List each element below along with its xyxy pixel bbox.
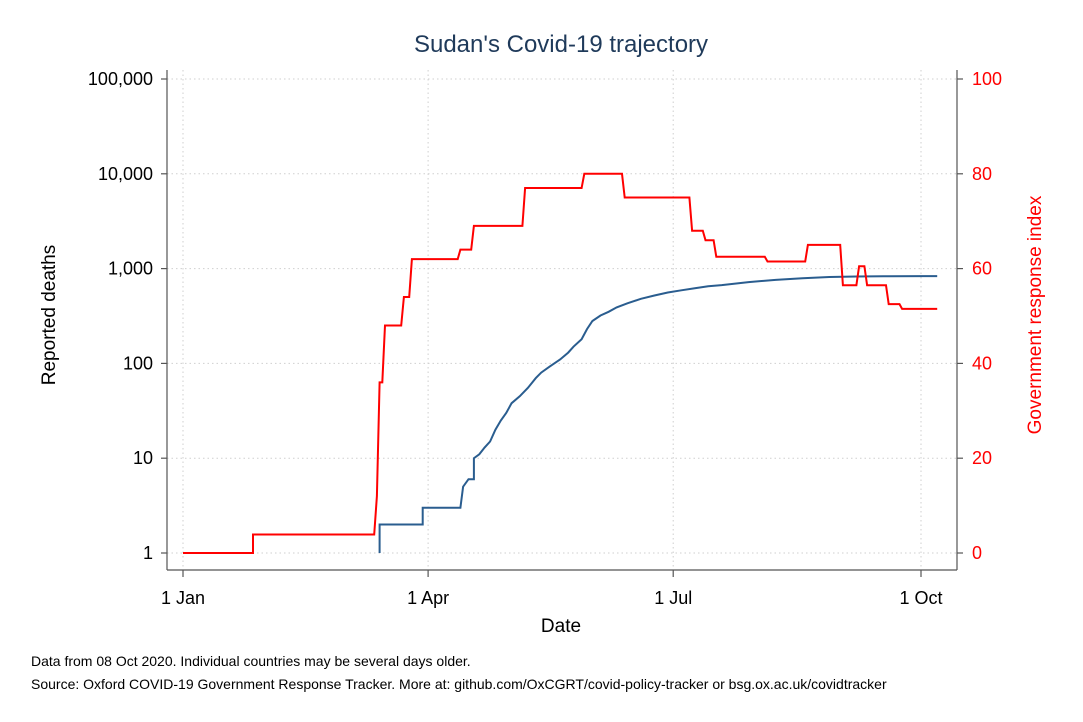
source-note: Source: Oxford COVID-19 Government Respo… [31, 676, 887, 692]
x-tick-label: 1 Jul [654, 588, 692, 608]
left-tick-label: 10,000 [98, 164, 153, 184]
series-lines [183, 172, 938, 554]
reported-deaths-line [378, 275, 938, 553]
left-tick-label: 1,000 [108, 259, 153, 279]
x-tick-label: 1 Apr [407, 588, 449, 608]
left-tick-label: 10 [133, 448, 153, 468]
x-tick-label: 1 Jan [161, 588, 205, 608]
chart-title: Sudan's Covid-19 trajectory [414, 31, 708, 58]
left-tick-label: 100 [123, 353, 153, 373]
right-tick-label: 80 [972, 164, 992, 184]
x-tick-label: 1 Oct [899, 588, 942, 608]
y-axis-label-right: Government response index [1025, 195, 1046, 434]
government-response-index-line [183, 172, 938, 554]
grid-lines [167, 70, 957, 570]
axes: 1 10 100 1,000 10,000 100,000 0 20 40 60 80 100 1 Ja… [88, 69, 1002, 608]
right-tick-label: 0 [972, 543, 982, 563]
right-tick-label: 100 [972, 69, 1002, 89]
left-tick-label: 1 [143, 543, 153, 563]
data-date-note: Data from 08 Oct 2020. Individual countr… [31, 653, 471, 669]
x-axis-label: Date [541, 616, 581, 637]
y-axis-label-left: Reported deaths [39, 245, 60, 386]
right-tick-label: 20 [972, 448, 992, 468]
right-tick-label: 60 [972, 259, 992, 279]
right-tick-label: 40 [972, 353, 992, 373]
left-tick-label: 100,000 [88, 69, 153, 89]
